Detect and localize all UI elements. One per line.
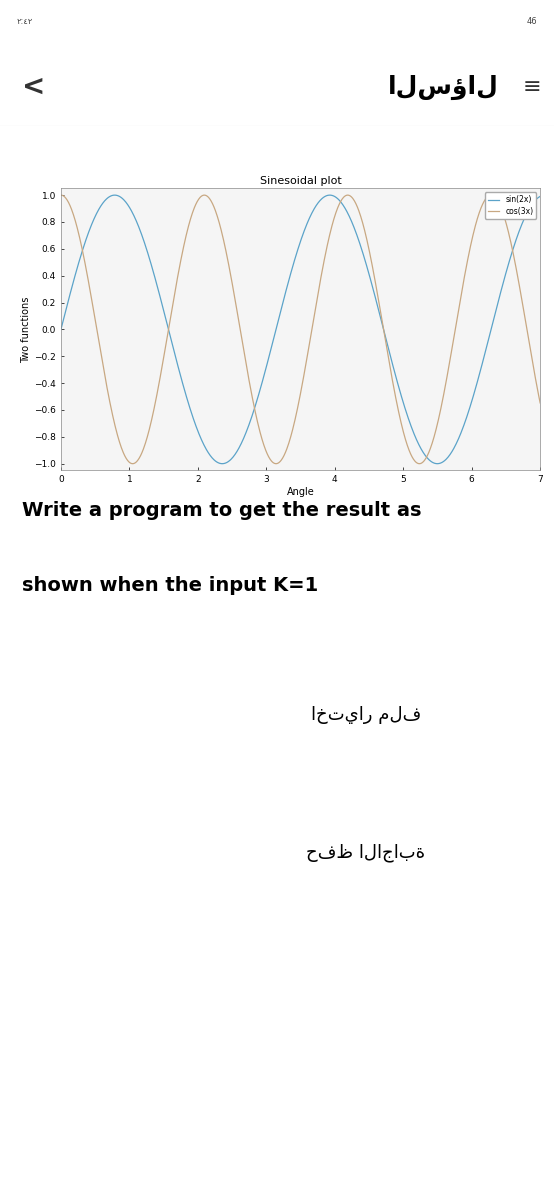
X-axis label: Angle: Angle [286, 487, 315, 497]
sin(2x) [106, 190, 113, 204]
Text: ≡: ≡ [522, 77, 541, 97]
Text: shown when the input K=1: shown when the input K=1 [22, 576, 319, 595]
Text: السؤال: السؤال [388, 74, 499, 100]
Text: Write a program to get the result as: Write a program to get the result as [22, 502, 422, 520]
cos(3x) [432, 426, 438, 440]
sin(2x) [441, 454, 448, 468]
Line: sin(2x): sin(2x) [61, 196, 540, 463]
cos(3x) [106, 395, 113, 409]
cos(3x) [537, 396, 543, 410]
sin(2x) [388, 352, 394, 366]
sin(2x) [537, 190, 543, 204]
sin(2x) [253, 397, 259, 412]
sin(2x) [270, 334, 276, 348]
cos(3x) [416, 456, 423, 470]
cos(3x) [252, 402, 258, 416]
Text: حفظ الاجابة: حفظ الاجابة [306, 844, 425, 863]
Text: 46: 46 [527, 17, 537, 25]
Legend: sin(2x), cos(3x): sin(2x), cos(3x) [485, 192, 536, 218]
sin(2x) [111, 188, 118, 203]
cos(3x) [440, 388, 447, 402]
Line: cos(3x): cos(3x) [61, 196, 540, 463]
Title: Sinesoidal plot: Sinesoidal plot [260, 176, 341, 186]
Text: اختيار ملف: اختيار ملف [310, 706, 421, 724]
cos(3x) [387, 360, 393, 374]
sin(2x) [58, 323, 64, 337]
cos(3x) [269, 455, 275, 469]
Text: ٢:٤٢: ٢:٤٢ [17, 17, 33, 25]
sin(2x) [432, 456, 439, 470]
cos(3x) [58, 188, 64, 203]
sin(2x) [219, 456, 225, 470]
Y-axis label: Two functions: Two functions [22, 296, 32, 362]
Text: <: < [22, 73, 45, 101]
